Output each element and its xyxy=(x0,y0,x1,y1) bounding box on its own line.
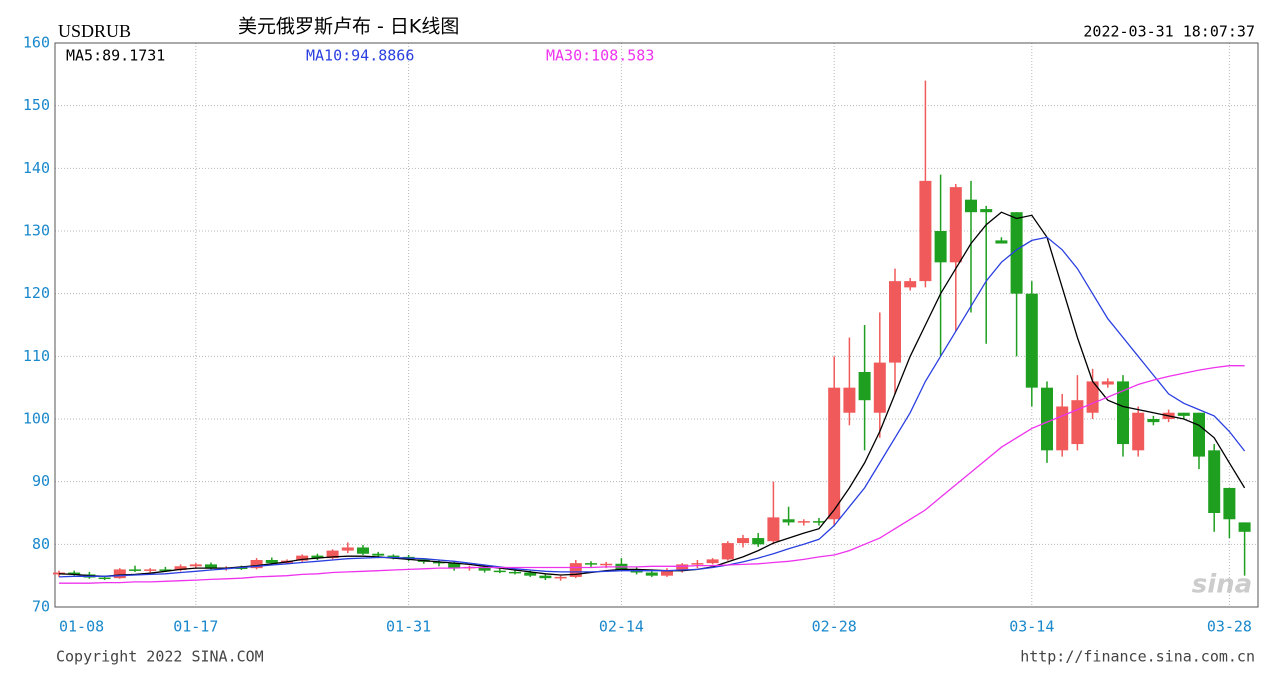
x-tick-label: 02-14 xyxy=(599,618,644,636)
candle-body xyxy=(372,553,385,556)
candle-body xyxy=(1056,406,1069,451)
candle-body xyxy=(357,547,369,554)
candle-body xyxy=(919,180,932,282)
candle-body xyxy=(1041,387,1053,451)
candle-body xyxy=(752,538,765,545)
chart-title: 美元俄罗斯卢布 - 日K线图 xyxy=(238,16,459,38)
candle-body xyxy=(159,569,172,571)
y-tick-label: 100 xyxy=(23,410,50,428)
candle-body xyxy=(949,187,962,263)
copyright: Copyright 2022 SINA.COM xyxy=(56,648,264,666)
x-tick-label: 01-08 xyxy=(59,618,104,636)
candle-body xyxy=(174,566,187,571)
y-tick-label: 120 xyxy=(23,284,50,302)
y-tick-label: 90 xyxy=(32,472,50,490)
candle-body xyxy=(68,572,81,575)
candle-body xyxy=(645,572,658,576)
candle-body xyxy=(189,564,202,567)
candle-body xyxy=(265,560,278,564)
candle-body xyxy=(493,570,506,573)
candle-body xyxy=(448,563,461,569)
candle-body xyxy=(433,561,445,564)
candle-body xyxy=(1071,400,1084,445)
timestamp: 2022-03-31 18:07:37 xyxy=(1083,23,1255,41)
candle-body xyxy=(965,199,977,213)
candle-body xyxy=(843,387,856,413)
candle-body xyxy=(1025,293,1038,388)
y-tick-label: 80 xyxy=(32,535,50,553)
x-tick-label: 03-14 xyxy=(1009,618,1054,636)
y-tick-label: 130 xyxy=(23,222,50,240)
candle-body xyxy=(706,559,719,564)
legend-entry: MA10:94.8866 xyxy=(306,47,414,65)
candle-body xyxy=(387,555,400,558)
plot-frame xyxy=(54,42,1259,608)
x-tick-label: 02-28 xyxy=(812,618,857,636)
candle-body xyxy=(585,563,597,565)
candle-body xyxy=(797,521,810,523)
candle-body xyxy=(737,538,749,544)
candle-body xyxy=(509,571,521,574)
candle-body xyxy=(478,566,491,571)
candle-body xyxy=(828,387,841,520)
candle-body xyxy=(554,576,567,579)
candle-body xyxy=(889,281,901,363)
candle-body xyxy=(326,550,339,559)
candle-body xyxy=(767,517,780,542)
candle-body xyxy=(1208,450,1221,513)
watermark: sina xyxy=(1192,570,1252,600)
y-tick-label: 140 xyxy=(23,159,50,177)
candle-body xyxy=(1238,522,1251,532)
y-tick-label: 150 xyxy=(23,96,50,114)
candle-body xyxy=(1147,419,1160,423)
x-tick-label: 01-31 xyxy=(386,618,431,636)
candle-body xyxy=(235,567,248,570)
candle-body xyxy=(341,547,354,551)
candle-body xyxy=(995,240,1008,244)
candle-body xyxy=(144,569,157,571)
y-tick-label: 70 xyxy=(32,598,50,616)
candle-body xyxy=(782,519,795,523)
candle-body xyxy=(53,572,65,575)
candle-body xyxy=(296,555,309,561)
legend-entry: MA5:89.1731 xyxy=(66,47,165,65)
y-tick-label: 160 xyxy=(23,34,50,52)
candle-body xyxy=(524,572,537,576)
candle-body xyxy=(721,543,734,560)
ma-line xyxy=(59,365,1245,584)
candle-body xyxy=(980,209,993,213)
candle-body xyxy=(311,555,324,559)
symbol: USDRUB xyxy=(58,21,131,41)
candle-body xyxy=(205,564,217,569)
candle-body xyxy=(98,577,111,580)
candle-body xyxy=(1193,412,1205,457)
candle-body xyxy=(676,564,689,571)
candle-body xyxy=(934,231,947,263)
candle-body xyxy=(813,521,825,523)
source: http://finance.sina.com.cn xyxy=(1020,648,1255,666)
candle-body xyxy=(1101,381,1114,385)
candle-body xyxy=(1177,412,1190,416)
candle-body xyxy=(539,575,552,579)
candle-body xyxy=(113,569,126,579)
candle-body xyxy=(691,563,704,565)
candle-body xyxy=(904,281,917,288)
candle-body xyxy=(250,560,263,569)
candle-body xyxy=(873,362,886,413)
y-tick-label: 110 xyxy=(23,347,50,365)
candle-body xyxy=(1117,381,1129,445)
x-tick-label: 03-28 xyxy=(1207,618,1252,636)
ma-line xyxy=(58,236,1246,578)
candle-body xyxy=(600,563,613,566)
legend-entry: MA30:108.583 xyxy=(546,47,654,65)
candle-body xyxy=(858,372,871,401)
candle-body xyxy=(129,569,141,571)
candle-body xyxy=(661,570,673,576)
candle-body xyxy=(1010,212,1023,294)
x-tick-label: 01-17 xyxy=(173,618,218,636)
candle-body xyxy=(1223,487,1236,520)
candle-body xyxy=(1132,412,1145,451)
